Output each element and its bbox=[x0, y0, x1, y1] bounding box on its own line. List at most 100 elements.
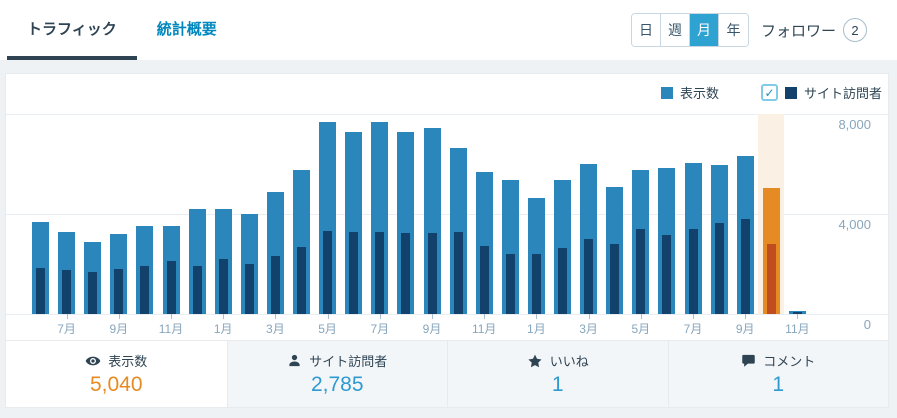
x-axis: 7月 9月 11月 1月 3月 5月 7月 9月 11月 1月 3月 5月 7月 9月 11月 bbox=[6, 314, 890, 340]
x-axis-tick bbox=[223, 314, 225, 319]
stat-comments-label: コメント bbox=[763, 354, 816, 369]
stat-visitors-label: サイト訪問者 bbox=[309, 354, 388, 369]
x-axis-tick-label: 3月 bbox=[266, 322, 285, 336]
x-axis-tick bbox=[536, 314, 538, 319]
x-axis-tick bbox=[693, 314, 694, 319]
visitors-bar[interactable] bbox=[166, 261, 176, 314]
period-week-button[interactable]: 週 bbox=[660, 14, 690, 46]
views-legend-label: 表示数 bbox=[679, 86, 719, 101]
visitors-bar[interactable] bbox=[766, 244, 776, 314]
eye-icon bbox=[85, 356, 101, 365]
stat-views-label: 表示数 bbox=[108, 354, 148, 369]
stat-cell-likes[interactable]: いいね 1 bbox=[447, 341, 668, 407]
gridline-0 bbox=[6, 314, 890, 315]
visitors-bar[interactable] bbox=[558, 248, 567, 314]
followers-link[interactable]: フォロワー 2 bbox=[761, 18, 867, 42]
visitors-bar[interactable] bbox=[244, 264, 254, 314]
visitors-bar[interactable] bbox=[114, 269, 124, 314]
followers-label: フォロワー bbox=[760, 22, 836, 40]
visitors-bar[interactable] bbox=[688, 229, 698, 314]
stats-header: トラフィック 統計概要 日 週 月 年 フォロワー 2 bbox=[0, 0, 897, 60]
visitors-bar[interactable] bbox=[531, 254, 541, 314]
star-icon bbox=[528, 354, 542, 367]
person-icon bbox=[289, 354, 300, 367]
stat-views-value: 5,040 bbox=[89, 373, 143, 396]
stat-cell-views[interactable]: 表示数 5,040 bbox=[6, 341, 227, 407]
tab-insights[interactable]: 統計概要 bbox=[156, 20, 217, 38]
followers-count-badge: 2 bbox=[843, 18, 867, 42]
stats-tabs: トラフィック 統計概要 bbox=[7, 0, 237, 60]
period-month-button[interactable]: 月 bbox=[689, 14, 719, 46]
x-axis-tick-label: 7月 bbox=[57, 322, 76, 336]
stat-likes-value: 1 bbox=[551, 373, 564, 396]
x-axis-tick-label: 11月 bbox=[471, 322, 497, 336]
visitors-bar[interactable] bbox=[88, 272, 98, 314]
visitors-bar[interactable] bbox=[140, 266, 150, 314]
stat-cell-comments[interactable]: コメント 1 bbox=[667, 341, 888, 407]
visitors-bar[interactable] bbox=[662, 235, 672, 314]
visitors-bar[interactable] bbox=[740, 219, 750, 314]
visitors-bar[interactable] bbox=[192, 266, 202, 314]
x-axis-tick bbox=[484, 314, 486, 319]
visitors-bar[interactable] bbox=[401, 233, 411, 314]
stat-visitors-value: 2,785 bbox=[310, 373, 364, 396]
x-axis-tick bbox=[66, 314, 68, 319]
visitors-bar[interactable] bbox=[427, 233, 437, 314]
visitors-bar[interactable] bbox=[636, 229, 646, 314]
period-selector: 日 週 月 年 bbox=[630, 13, 749, 47]
visitors-bar[interactable] bbox=[270, 256, 280, 314]
visitors-checkbox[interactable]: ✓ bbox=[760, 84, 778, 101]
visitors-bar[interactable] bbox=[714, 223, 724, 314]
visitors-bar[interactable] bbox=[297, 247, 306, 314]
gridline-4000 bbox=[6, 214, 890, 215]
x-axis-tick-label: 7月 bbox=[683, 322, 703, 336]
x-axis-tick bbox=[640, 314, 642, 319]
x-axis-tick bbox=[588, 314, 590, 319]
visitors-bar[interactable] bbox=[62, 270, 72, 314]
visitors-bar[interactable] bbox=[218, 259, 228, 314]
y-axis-label-0: 0 bbox=[863, 317, 871, 332]
y-axis-label-4000: 4,000 bbox=[838, 217, 871, 232]
x-axis-tick-label: 5月 bbox=[631, 322, 651, 336]
x-axis-tick-label: 9月 bbox=[422, 322, 442, 336]
x-axis-tick-label: 7月 bbox=[370, 322, 390, 336]
stat-cell-visitors[interactable]: サイト訪問者 2,785 bbox=[226, 341, 447, 407]
visitors-bar[interactable] bbox=[453, 232, 463, 314]
x-axis-tick-label: 9月 bbox=[735, 322, 755, 336]
summary-stats-row: 表示数 5,040 サイト訪問者 2,785 いいね 1 コメント 1 bbox=[6, 340, 888, 407]
period-day-button[interactable]: 日 bbox=[631, 14, 661, 46]
visitors-bar[interactable] bbox=[323, 231, 333, 314]
x-axis-tick-label: 9月 bbox=[109, 322, 129, 336]
x-axis-tick-label: 3月 bbox=[579, 322, 598, 336]
visitors-bar[interactable] bbox=[36, 268, 45, 314]
chart-legend: 表示数 ✓ サイト訪問者 bbox=[660, 83, 882, 102]
visitors-legend-label: サイト訪問者 bbox=[803, 86, 882, 101]
stat-likes-label: いいね bbox=[549, 354, 589, 369]
visitors-bar[interactable] bbox=[584, 239, 594, 314]
x-axis-tick bbox=[327, 314, 329, 319]
visitors-bar[interactable] bbox=[479, 246, 489, 314]
period-year-button[interactable]: 年 bbox=[718, 14, 748, 46]
visitors-bar[interactable] bbox=[505, 254, 515, 314]
gridline-8000 bbox=[6, 114, 890, 115]
stat-comments-value: 1 bbox=[772, 373, 785, 396]
x-axis-tick bbox=[745, 314, 747, 319]
x-axis-tick-label: 1月 bbox=[527, 322, 546, 336]
x-axis-tick bbox=[379, 314, 381, 319]
x-axis-tick-label: 5月 bbox=[318, 322, 337, 336]
visitors-bar[interactable] bbox=[792, 312, 802, 314]
visitors-bar[interactable] bbox=[349, 232, 359, 314]
y-axis-label-8000: 8,000 bbox=[838, 117, 871, 132]
visitors-bar[interactable] bbox=[375, 232, 385, 314]
x-axis-tick bbox=[432, 314, 433, 319]
visitors-bar[interactable] bbox=[610, 244, 620, 314]
x-axis-tick bbox=[171, 314, 172, 319]
x-axis-tick bbox=[118, 314, 120, 319]
visitors-swatch-icon bbox=[784, 86, 797, 99]
x-axis-tick bbox=[797, 314, 799, 319]
header-controls: 日 週 月 年 フォロワー 2 bbox=[630, 0, 867, 60]
traffic-chart-card: 表示数 ✓ サイト訪問者 8,000 4,000 0 7月 9月 11月 1月 3月 5月… bbox=[5, 73, 890, 408]
tab-traffic[interactable]: トラフィック bbox=[7, 0, 137, 60]
x-axis-tick bbox=[275, 314, 277, 319]
plot-area: 8,000 4,000 0 bbox=[6, 114, 890, 332]
